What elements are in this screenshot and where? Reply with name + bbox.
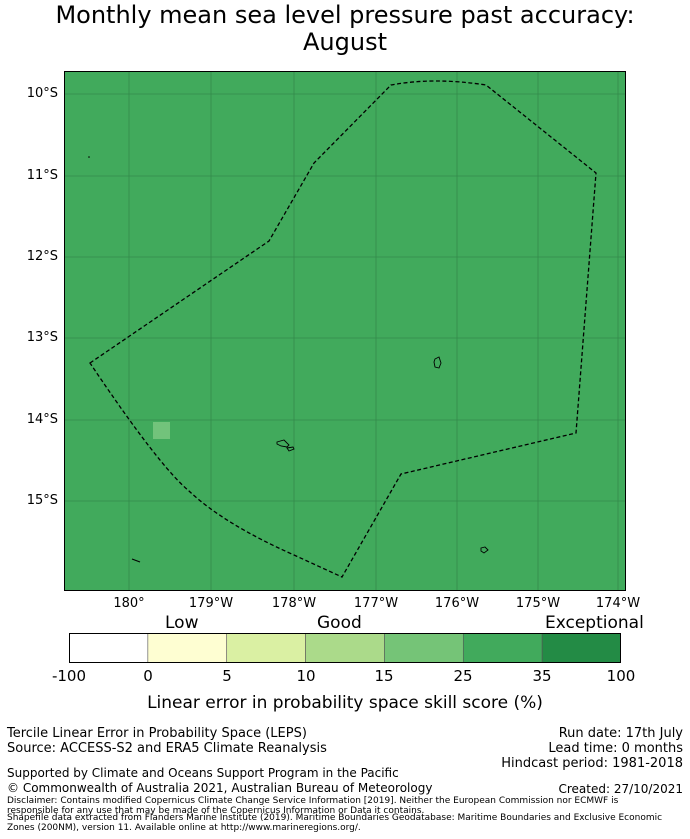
eez-boundary (89, 80, 597, 578)
colorbar-tick: 25 (453, 667, 473, 685)
lon-label: 177°W (353, 596, 399, 611)
gridlines (64, 71, 626, 591)
run-date-text: Run date: 17th July (558, 726, 683, 741)
lat-label: 13°S (26, 330, 58, 345)
map-svg (64, 71, 626, 591)
lat-label: 11°S (26, 168, 58, 183)
island-outline (131, 558, 141, 563)
hindcast-text: Hindcast period: 1981-2018 (501, 756, 683, 771)
category-label-good: Good (317, 613, 362, 633)
chart-title: Monthly mean sea level pressure past acc… (0, 2, 690, 56)
colorbar-segment (305, 632, 385, 664)
island-outline (276, 439, 290, 448)
colorbar-segment (541, 632, 622, 664)
colorbar-tick: 100 (606, 667, 636, 685)
lon-label: 179°W (188, 596, 234, 611)
lon-label: 175°W (515, 596, 561, 611)
island-outline (480, 546, 489, 554)
disclaimer-line: Zones (200NM), version 11. Available onl… (7, 823, 361, 833)
disclaimer-line: responsible for any use that may be made… (7, 806, 425, 816)
colorbar (68, 632, 622, 664)
colorbar-segment (226, 632, 306, 664)
island-outline (88, 156, 90, 158)
lon-label: 180° (113, 596, 145, 611)
lon-label: 178°W (271, 596, 317, 611)
colorbar-tick: 10 (296, 667, 316, 685)
category-label-exceptional: Exceptional (545, 613, 644, 633)
lon-label: 176°W (434, 596, 480, 611)
map-background (64, 71, 626, 591)
method-text: Tercile Linear Error in Probability Spac… (7, 726, 307, 741)
colorbar-tick: 5 (222, 667, 232, 685)
colorbar-tick: 15 (374, 667, 394, 685)
disclaimer-line: Shapefile data extracted from Flanders M… (7, 813, 663, 823)
colorbar-title: Linear error in probability space skill … (147, 693, 543, 713)
copyright-text: © Commonwealth of Australia 2021, Austra… (7, 781, 433, 795)
colorbar-tick: 0 (143, 667, 153, 685)
map-frame (64, 71, 626, 591)
lon-label: 174°W (595, 596, 641, 611)
map-panel (64, 71, 626, 591)
colorbar-svg (68, 632, 622, 664)
colorbar-segment (68, 632, 149, 664)
lat-label: 12°S (26, 249, 58, 264)
lat-label: 15°S (26, 493, 58, 508)
supported-text: Supported by Climate and Oceans Support … (7, 766, 399, 780)
title-line-1: Monthly mean sea level pressure past acc… (55, 1, 635, 29)
category-label-low: Low (165, 613, 199, 633)
colorbar-segment (147, 632, 228, 664)
skill-cell-good (153, 422, 170, 439)
source-text: Source: ACCESS-S2 and ERA5 Climate Reana… (7, 741, 327, 756)
title-line-2: August (303, 28, 387, 56)
colorbar-tick: -100 (51, 667, 87, 685)
colorbar-frame (69, 633, 621, 663)
disclaimer-line: Disclaimer: Contains modified Copernicus… (7, 796, 619, 806)
created-text: Created: 27/10/2021 (558, 782, 683, 796)
colorbar-segment (462, 632, 543, 664)
island-outline (286, 446, 295, 452)
colorbar-segment (384, 632, 464, 664)
lat-label: 14°S (26, 412, 58, 427)
colorbar-tick: 35 (532, 667, 552, 685)
lead-time-text: Lead time: 0 months (548, 741, 683, 756)
lat-label: 10°S (26, 86, 58, 101)
island-outline (433, 356, 442, 369)
